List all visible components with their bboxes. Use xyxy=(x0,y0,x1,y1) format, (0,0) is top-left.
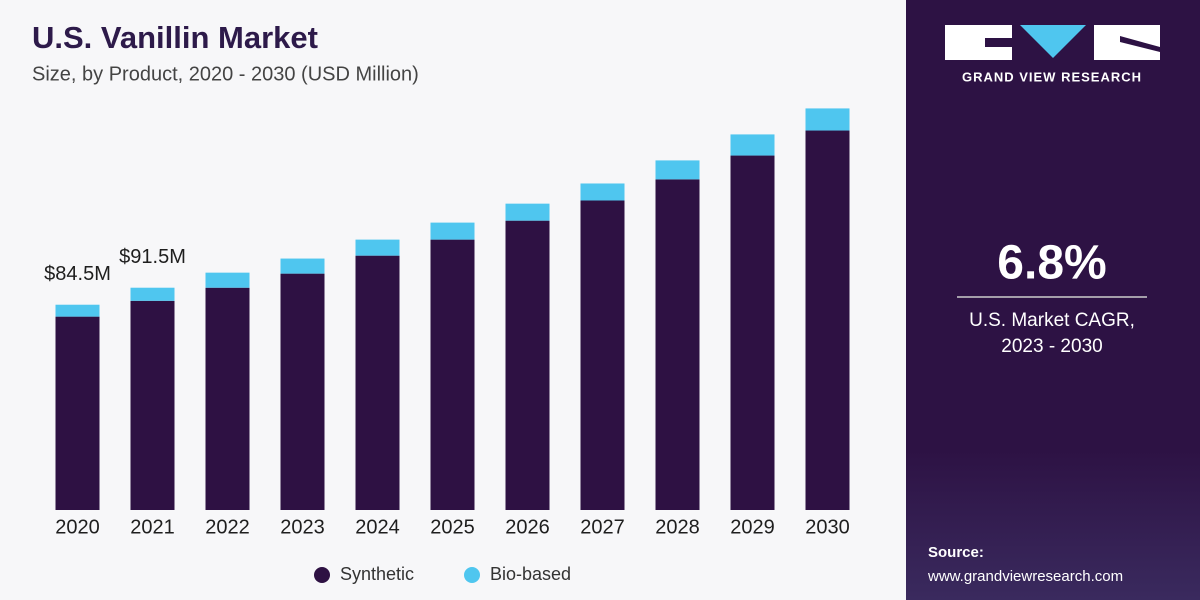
bar-segment xyxy=(655,179,700,510)
legend-swatch xyxy=(314,567,330,583)
source-url: www.grandviewresearch.com xyxy=(927,568,1123,585)
x-tick-label: 2025 xyxy=(430,516,475,538)
chart-title: U.S. Vanillin Market xyxy=(32,20,318,55)
cagr-caption: U.S. Market CAGR, xyxy=(969,310,1135,331)
bar-segment xyxy=(55,316,100,510)
chart-subtitle: Size, by Product, 2020 - 2030 (USD Milli… xyxy=(32,63,419,85)
x-tick-label: 2028 xyxy=(655,516,700,538)
bar-segment xyxy=(430,222,475,240)
x-tick-label: 2020 xyxy=(55,516,100,538)
bar-segment xyxy=(430,239,475,510)
bar-segment xyxy=(580,183,625,201)
total-label: $91.5M xyxy=(119,246,186,268)
logo xyxy=(945,25,1160,60)
bar-segment xyxy=(280,273,325,510)
x-tick-label: 2021 xyxy=(130,516,175,538)
legend-label: Bio-based xyxy=(490,564,571,584)
x-tick-label: 2022 xyxy=(205,516,250,538)
bar-segment xyxy=(730,155,775,510)
bar-segment xyxy=(205,287,250,510)
bar-segment xyxy=(355,239,400,256)
bar-segment xyxy=(505,220,550,511)
x-tick-label: 2029 xyxy=(730,516,775,538)
bar-segment xyxy=(805,108,850,131)
x-tick-label: 2030 xyxy=(805,516,850,538)
bar-segment xyxy=(730,134,775,156)
brand-name: GRAND VIEW RESEARCH xyxy=(962,69,1142,84)
bar-segment xyxy=(580,200,625,511)
total-label: $84.5M xyxy=(44,263,111,285)
bar-segment xyxy=(355,255,400,510)
bar-segment xyxy=(655,160,700,180)
cagr-value: 6.8% xyxy=(997,237,1106,290)
bar-segment xyxy=(55,304,100,317)
x-tick-label: 2023 xyxy=(280,516,325,538)
x-tick-label: 2024 xyxy=(355,516,400,538)
bar-segment xyxy=(805,130,850,510)
legend-label: Synthetic xyxy=(340,564,414,584)
bar-segment xyxy=(505,203,550,221)
x-tick-label: 2027 xyxy=(580,516,625,538)
bar-segment xyxy=(130,300,175,510)
source-label: Source: xyxy=(928,544,984,561)
legend-swatch xyxy=(464,567,480,583)
bar-segment xyxy=(130,287,175,301)
bar-segment xyxy=(205,272,250,288)
sidebar-background xyxy=(906,0,1200,600)
x-tick-label: 2026 xyxy=(505,516,550,538)
cagr-caption: 2023 - 2030 xyxy=(1001,336,1102,357)
bar-segment xyxy=(280,258,325,274)
